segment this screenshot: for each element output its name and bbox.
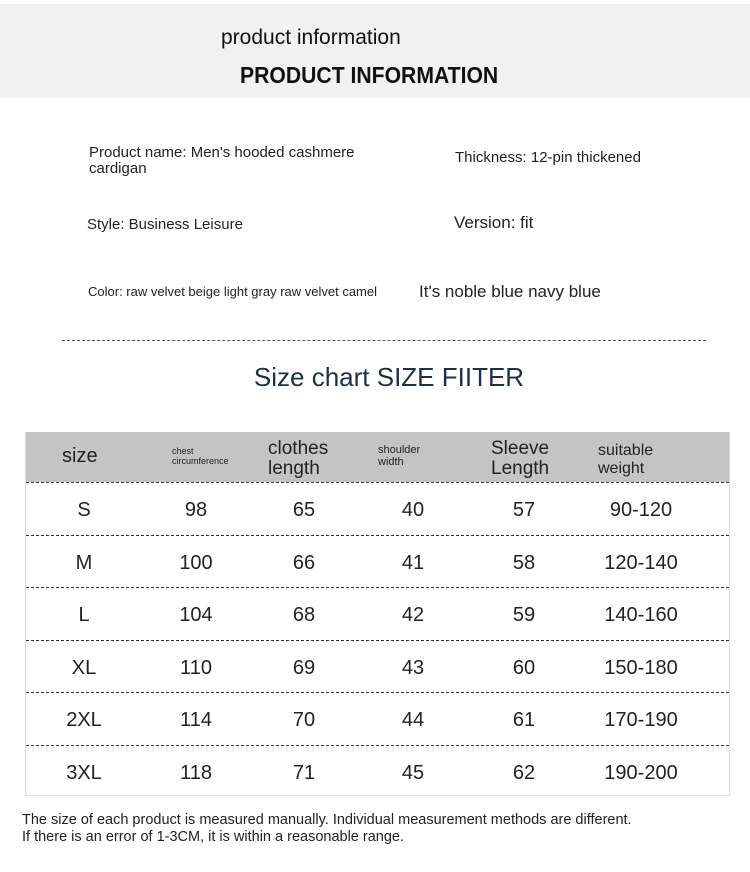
header-weight: suitable weight <box>598 442 654 477</box>
header-length: clothes length <box>268 438 329 479</box>
table-cell: 43 <box>401 656 425 679</box>
thickness: Thickness: 12-pin thickened <box>455 149 641 166</box>
table-cell: 59 <box>512 604 536 627</box>
table-cell: 140-160 <box>604 604 678 627</box>
table-cell: 61 <box>512 709 536 732</box>
header-sleeve: Sleeve Length <box>491 438 550 479</box>
header-chest: chest circumference <box>172 446 229 466</box>
divider <box>62 340 706 341</box>
size-chart-title: Size chart SIZE FIITER <box>253 362 525 392</box>
table-cell: XL <box>71 656 97 679</box>
note-line-2: If there is an error of 1-3CM, it is wit… <box>22 829 405 845</box>
header-banner: product information PRODUCT INFORMATION <box>0 4 750 98</box>
measurement-note: The size of each product is measured man… <box>22 812 632 846</box>
table-cell: 90-120 <box>609 499 673 521</box>
table-row: 3XL 118 71 45 62 190-200 <box>26 745 729 799</box>
table-cell: 69 <box>292 656 316 679</box>
table-cell: S <box>77 499 91 521</box>
table-row: XL 110 69 43 60 150-180 <box>26 639 729 694</box>
table-cell: 62 <box>512 762 536 784</box>
table-cell: 190-200 <box>604 762 678 784</box>
table-cell: 68 <box>292 604 316 627</box>
table-cell: 60 <box>512 656 536 679</box>
table-cell: 41 <box>401 551 425 574</box>
size-table: size chest circumference clothes length … <box>25 432 730 796</box>
table-row: S 98 65 40 57 90-120 <box>26 482 729 536</box>
table-row: L 104 68 42 59 140-160 <box>26 587 729 641</box>
table-cell: 3XL <box>66 762 102 784</box>
table-cell: 70 <box>292 709 316 732</box>
table-row: M 100 66 41 58 120-140 <box>26 534 729 589</box>
table-cell: 42 <box>401 604 425 627</box>
table-cell: 44 <box>401 709 425 732</box>
table-cell: 57 <box>512 499 536 521</box>
table-cell: 170-190 <box>604 709 678 732</box>
version: Version: fit <box>454 213 534 232</box>
table-header: size chest circumference clothes length … <box>26 432 729 482</box>
table-cell: 58 <box>512 551 536 574</box>
table-cell: 150-180 <box>604 656 678 679</box>
table-cell: 66 <box>292 551 316 574</box>
table-cell: 65 <box>292 499 316 521</box>
title-upper: PRODUCT INFORMATION <box>240 62 499 88</box>
header-size: size <box>62 445 98 467</box>
table-cell: 118 <box>180 762 212 784</box>
table-cell: 40 <box>401 499 425 521</box>
table-cell: L <box>78 604 90 627</box>
table-cell: 71 <box>292 762 316 784</box>
table-cell: 120-140 <box>604 551 678 574</box>
table-cell: 104 <box>179 604 213 627</box>
title-lower: product information <box>221 26 401 49</box>
style: Style: Business Leisure <box>87 216 243 233</box>
color-large: It's noble blue navy blue <box>419 282 601 301</box>
table-cell: 100 <box>179 551 213 574</box>
header-shoulder: shoulder width <box>378 444 421 468</box>
color-small: Color: raw velvet beige light gray raw v… <box>88 284 378 299</box>
table-cell: 2XL <box>66 709 102 732</box>
note-line-1: The size of each product is measured man… <box>22 812 632 828</box>
table-cell: 98 <box>184 499 208 521</box>
table-cell: 110 <box>180 656 212 679</box>
product-name: Product name: Men's hooded cashmere card… <box>89 144 355 177</box>
table-cell: 45 <box>401 762 425 784</box>
table-cell: 114 <box>180 709 212 732</box>
table-row: 2XL 114 70 44 61 170-190 <box>26 692 729 746</box>
table-cell: M <box>75 551 93 574</box>
